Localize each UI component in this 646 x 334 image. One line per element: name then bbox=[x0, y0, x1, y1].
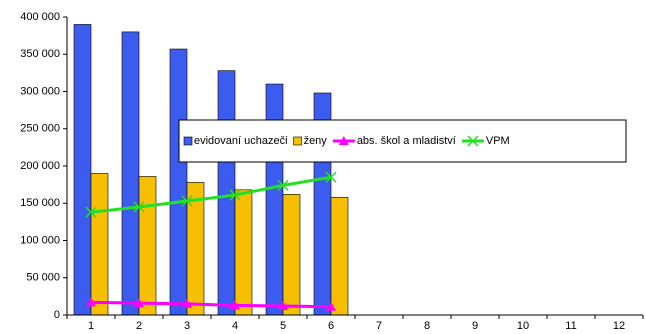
line bbox=[90, 175, 332, 214]
x-tick-label: 4 bbox=[232, 320, 238, 332]
bar bbox=[330, 196, 349, 316]
marker bbox=[181, 195, 193, 207]
marker bbox=[326, 301, 336, 311]
y-tick-label: 350 000 bbox=[20, 48, 60, 60]
x-tick-label: 3 bbox=[184, 320, 190, 332]
bar bbox=[265, 83, 284, 316]
legend-swatch bbox=[183, 136, 193, 146]
bar bbox=[186, 182, 205, 316]
bar bbox=[169, 48, 188, 316]
x-tick-label: 10 bbox=[517, 320, 529, 332]
marker bbox=[133, 201, 145, 213]
marker bbox=[277, 179, 289, 191]
legend-label: evidovaní uchazeči bbox=[194, 135, 288, 147]
x-tick-label: 6 bbox=[328, 320, 334, 332]
marker bbox=[182, 298, 192, 308]
y-tick-label: 300 000 bbox=[20, 85, 60, 97]
bar bbox=[282, 194, 301, 316]
x-tick-label: 7 bbox=[376, 320, 382, 332]
legend-box bbox=[178, 119, 627, 163]
y-tick-label: 150 000 bbox=[20, 197, 60, 209]
x-tick-label: 5 bbox=[280, 320, 286, 332]
marker bbox=[229, 189, 241, 201]
legend-marker bbox=[338, 136, 349, 145]
marker bbox=[86, 297, 96, 307]
bar bbox=[73, 24, 92, 316]
legend: evidovaní uchazeči ženy abs. škol a mladis… bbox=[178, 119, 627, 163]
bar bbox=[121, 31, 140, 316]
bar bbox=[234, 189, 253, 316]
bar bbox=[90, 173, 109, 316]
x-tick-label: 8 bbox=[424, 320, 430, 332]
y-tick-label: 0 bbox=[54, 309, 60, 321]
y-tick-label: 400 000 bbox=[20, 11, 60, 23]
y-tick-label: 200 000 bbox=[20, 160, 60, 172]
bar bbox=[138, 176, 157, 316]
legend-label: abs. škol a mladiství bbox=[357, 135, 456, 147]
line bbox=[90, 300, 332, 309]
marker bbox=[278, 301, 288, 311]
legend-label: ženy bbox=[304, 135, 328, 147]
x-tick-label: 12 bbox=[613, 320, 625, 332]
marker bbox=[85, 206, 97, 218]
legend-label: VPM bbox=[486, 135, 510, 147]
legend-marker bbox=[467, 135, 479, 147]
legend-swatch bbox=[293, 136, 302, 146]
x-tick-label: 11 bbox=[565, 320, 576, 332]
x-tick-label: 2 bbox=[136, 320, 142, 332]
y-tick-label: 50 000 bbox=[26, 272, 60, 284]
marker bbox=[230, 300, 240, 310]
x-tick-label: 9 bbox=[472, 320, 478, 332]
y-tick-label: 100 000 bbox=[20, 234, 60, 246]
x-tick-label: 1 bbox=[88, 320, 94, 332]
marker bbox=[325, 171, 337, 183]
marker bbox=[134, 298, 144, 308]
y-tick-label: 250 000 bbox=[20, 123, 60, 135]
